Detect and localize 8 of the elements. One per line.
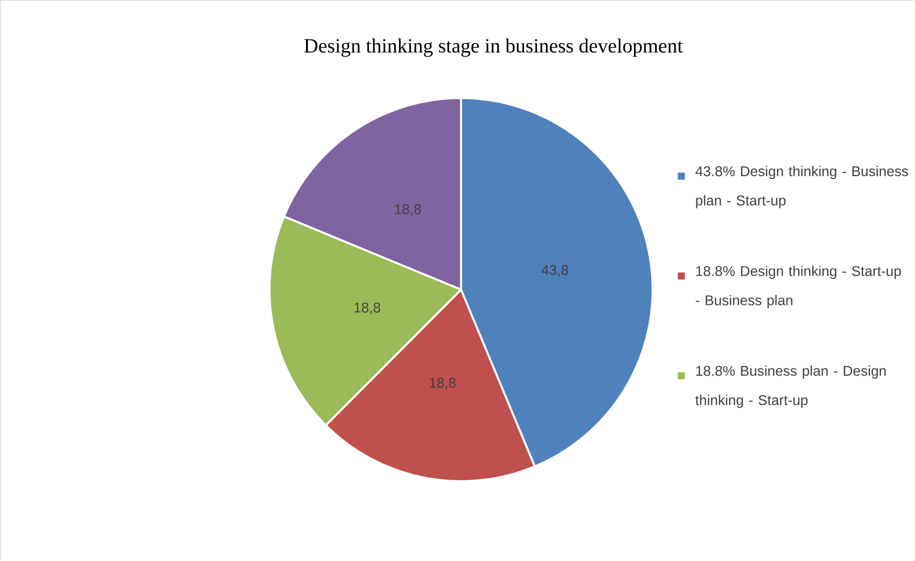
data-label: 43,8 [542,264,568,277]
data-label: 18,8 [430,378,456,390]
legend-label: 18.8% Business plan - Design thinking - Start-up [695,365,886,408]
data-label: 18,8 [395,204,421,216]
data-label: 18,8 [354,302,380,314]
legend-label: 18.8% Design thinking - Start-up - Business plan [696,266,901,308]
chart-title: Design thinking stage in business development [304,38,683,57]
legend-label: 43.8% Design thinking - Business plan - Start-up [696,166,908,208]
